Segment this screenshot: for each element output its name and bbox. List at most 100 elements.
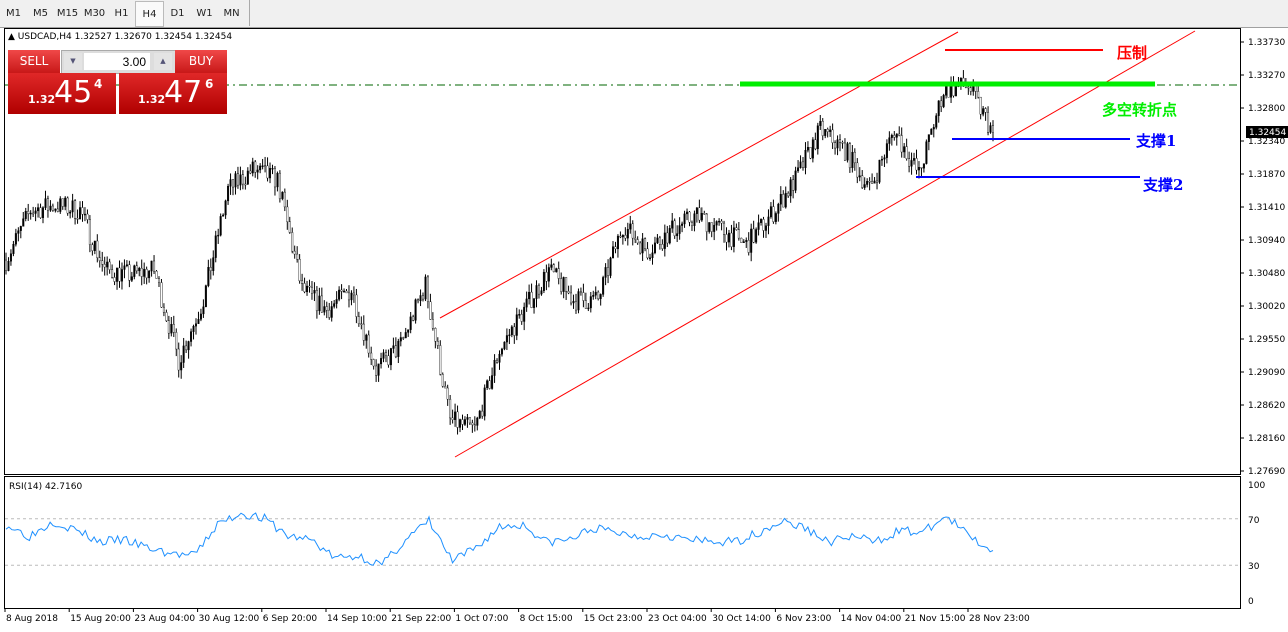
candle-body [399,337,402,342]
candle-body [162,306,165,313]
candle-body [219,216,222,236]
candle-body [853,151,856,164]
buy-button[interactable]: BUY [175,50,227,73]
candle-body [503,341,506,350]
candle-body [742,241,745,243]
candle-body [444,386,447,389]
tab-h1[interactable]: H1 [114,7,129,19]
candle-body [463,419,466,425]
tab-m15[interactable]: M15 [56,7,79,19]
candle-body [271,168,274,170]
candle-body [821,121,824,136]
candle-body [977,91,980,98]
candle-body [412,316,415,321]
buy-price[interactable]: 1.32 47 6 [119,73,227,114]
candle-body [745,240,748,242]
candle-body [496,359,499,363]
candle-body [471,422,474,425]
rsi-tick-label: 30 [1248,562,1260,572]
candle-body [782,194,785,208]
candle-body [992,125,995,133]
candle-body [582,292,585,301]
candle-body [784,192,787,208]
candle-body [811,139,814,159]
candle-body [720,220,723,224]
candle-body [794,170,797,191]
candle-body [404,332,407,339]
tab-d1[interactable]: D1 [170,7,185,19]
lot-input[interactable] [84,53,150,70]
candle-body [530,291,533,308]
candle-body [83,213,86,216]
candle-body [764,225,767,231]
increase-lot-icon[interactable]: ▲ [154,53,172,70]
candle-body [954,85,957,97]
price-tick-label: 1.32800 [1248,104,1285,114]
candle-body [451,417,454,420]
tab-h4[interactable]: H4 [135,1,164,27]
decrease-lot-icon[interactable]: ▼ [64,53,82,70]
candle-body [982,108,985,115]
candle-body [234,173,237,188]
tab-m5[interactable]: M5 [33,7,48,19]
candle-body [229,179,232,187]
candle-body [352,292,355,296]
candle-body [362,323,365,341]
candle-body [409,316,412,330]
tab-m1[interactable]: M1 [6,7,21,19]
candle-body [281,191,284,199]
sell-button[interactable]: SELL [8,50,60,73]
candle-body [291,232,294,252]
candle-body [468,417,471,424]
candle-body [380,358,383,365]
candle-body [414,299,417,321]
rsi-label: RSI(14) 42.7160 [9,482,82,492]
time-tick-label: 23 Aug 04:00 [134,614,195,624]
tab-m30[interactable]: M30 [83,7,106,19]
candle-body [426,276,429,302]
channel-upper-line [439,31,959,319]
candle-body [12,244,15,254]
candle-body [9,253,12,262]
price-tick-label: 1.27690 [1248,467,1285,477]
candle-body [535,285,538,299]
candle-body [135,265,138,272]
tab-w1[interactable]: W1 [196,7,213,19]
candle-body [898,133,901,136]
candle-body [360,323,363,325]
rsi-frame [4,476,1241,609]
candle-body [940,100,943,107]
candle-body [148,270,151,279]
candle-body [367,334,370,354]
candle-body [64,197,67,207]
candle-body [612,246,615,259]
candle-body [431,319,434,329]
candle-body [678,225,681,234]
candle-body [424,276,427,300]
candle-body [505,335,508,343]
candle-body [562,277,565,292]
candle-body [251,161,254,174]
candle-body [286,206,289,222]
price-tick-label: 1.30020 [1248,302,1285,312]
candle-body [350,292,353,301]
candle-body [804,150,807,169]
candle-body [190,331,193,342]
current-price-marker [1246,126,1288,138]
candle-body [170,324,173,334]
candle-body [167,320,170,334]
candle-body [476,417,479,426]
candle-body [392,345,395,349]
tab-mn[interactable]: MN [223,7,240,19]
candle-body [935,115,938,128]
candle-body [619,235,622,238]
candle-body [372,359,375,367]
candle-body [306,285,309,293]
candle-body [473,424,476,426]
candle-body [624,234,627,239]
sell-price[interactable]: 1.32 45 4 [8,73,116,114]
candle-body [848,143,851,169]
candle-body [98,257,101,261]
candle-body [232,179,235,188]
